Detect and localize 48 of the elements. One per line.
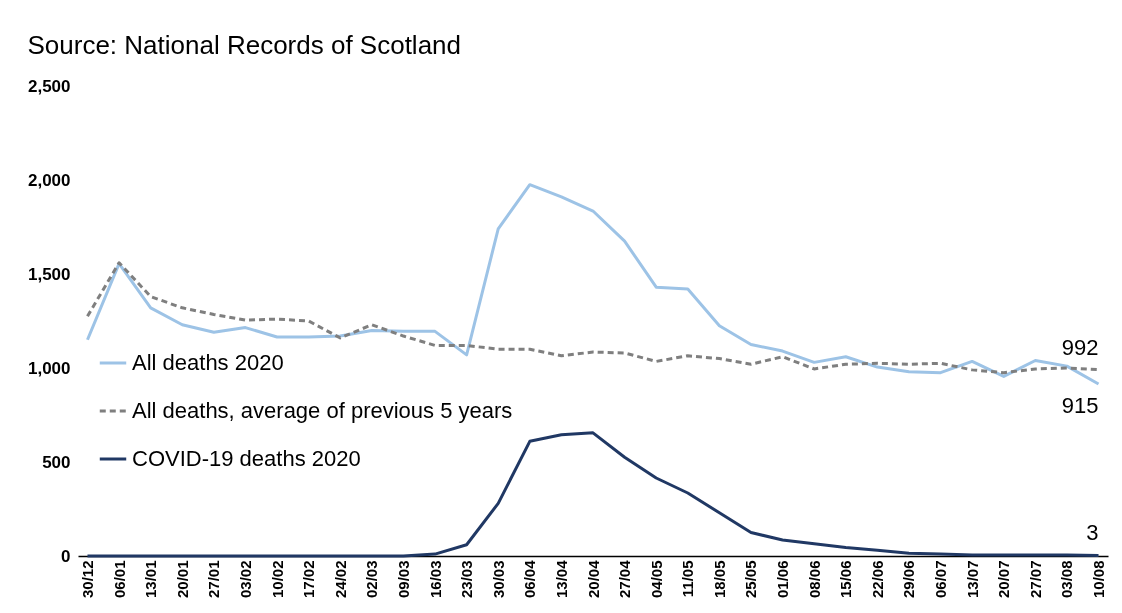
x-tick-label: 27/04 [616, 559, 634, 599]
x-tick-label: 20/04 [584, 559, 602, 599]
x-tick-label: 24/02 [331, 560, 349, 599]
x-tick-label: 08/06 [805, 560, 823, 599]
legend-label: All deaths 2020 [132, 350, 284, 375]
x-tick-label: 11/05 [679, 560, 697, 598]
legend-label: All deaths, average of previous 5 years [132, 398, 513, 423]
x-tick-label: 16/03 [426, 560, 444, 599]
x-tick-label: 23/03 [458, 560, 476, 599]
x-tick-label: 09/03 [394, 560, 412, 599]
x-tick-label: 06/01 [110, 560, 128, 599]
x-tick-label: 02/03 [363, 560, 381, 599]
x-tick-label: 13/01 [142, 560, 160, 599]
data-label: 992 [1061, 334, 1099, 360]
x-tick-label: 01/06 [774, 560, 792, 599]
x-tick-label: 13/04 [552, 559, 570, 599]
x-tick-label: 20/01 [173, 560, 191, 599]
x-tick-label: 10/02 [268, 560, 286, 599]
y-tick-label: 500 [42, 452, 71, 472]
x-tick-label: 13/07 [963, 560, 981, 599]
y-tick-label: 1,000 [27, 358, 71, 378]
y-tick-label: 1,500 [27, 264, 71, 284]
legend-label: COVID-19 deaths 2020 [132, 446, 361, 471]
x-tick-label: 27/01 [205, 560, 223, 599]
data-label: 915 [1061, 392, 1099, 418]
x-tick-label: 04/05 [647, 560, 665, 599]
x-tick-label: 22/06 [868, 560, 886, 599]
y-tick-label: 2,000 [27, 170, 71, 190]
x-tick-label: 20/07 [995, 560, 1013, 599]
x-tick-label: 15/06 [837, 560, 855, 599]
x-tick-label: 27/07 [1026, 560, 1044, 599]
x-tick-label: 06/07 [932, 560, 950, 599]
y-tick-label: 2,500 [27, 76, 71, 96]
x-tick-label: 10/08 [1090, 560, 1108, 599]
x-tick-label: 30/12 [78, 560, 96, 599]
line-series [85, 183, 1101, 386]
line-series [85, 431, 1101, 558]
x-tick-label: 29/06 [900, 560, 918, 599]
x-tick-label: 06/04 [521, 559, 539, 599]
source-note: Source: National Records of Scotland [27, 30, 462, 60]
x-tick-label: 03/08 [1058, 560, 1076, 599]
data-label: 3 [1086, 520, 1099, 546]
y-tick-label: 0 [61, 546, 71, 566]
x-tick-label: 03/02 [236, 560, 254, 599]
x-tick-label: 25/05 [742, 560, 760, 599]
x-tick-label: 30/03 [489, 560, 507, 599]
x-tick-label: 17/02 [300, 560, 318, 599]
x-tick-label: 18/05 [710, 560, 728, 599]
